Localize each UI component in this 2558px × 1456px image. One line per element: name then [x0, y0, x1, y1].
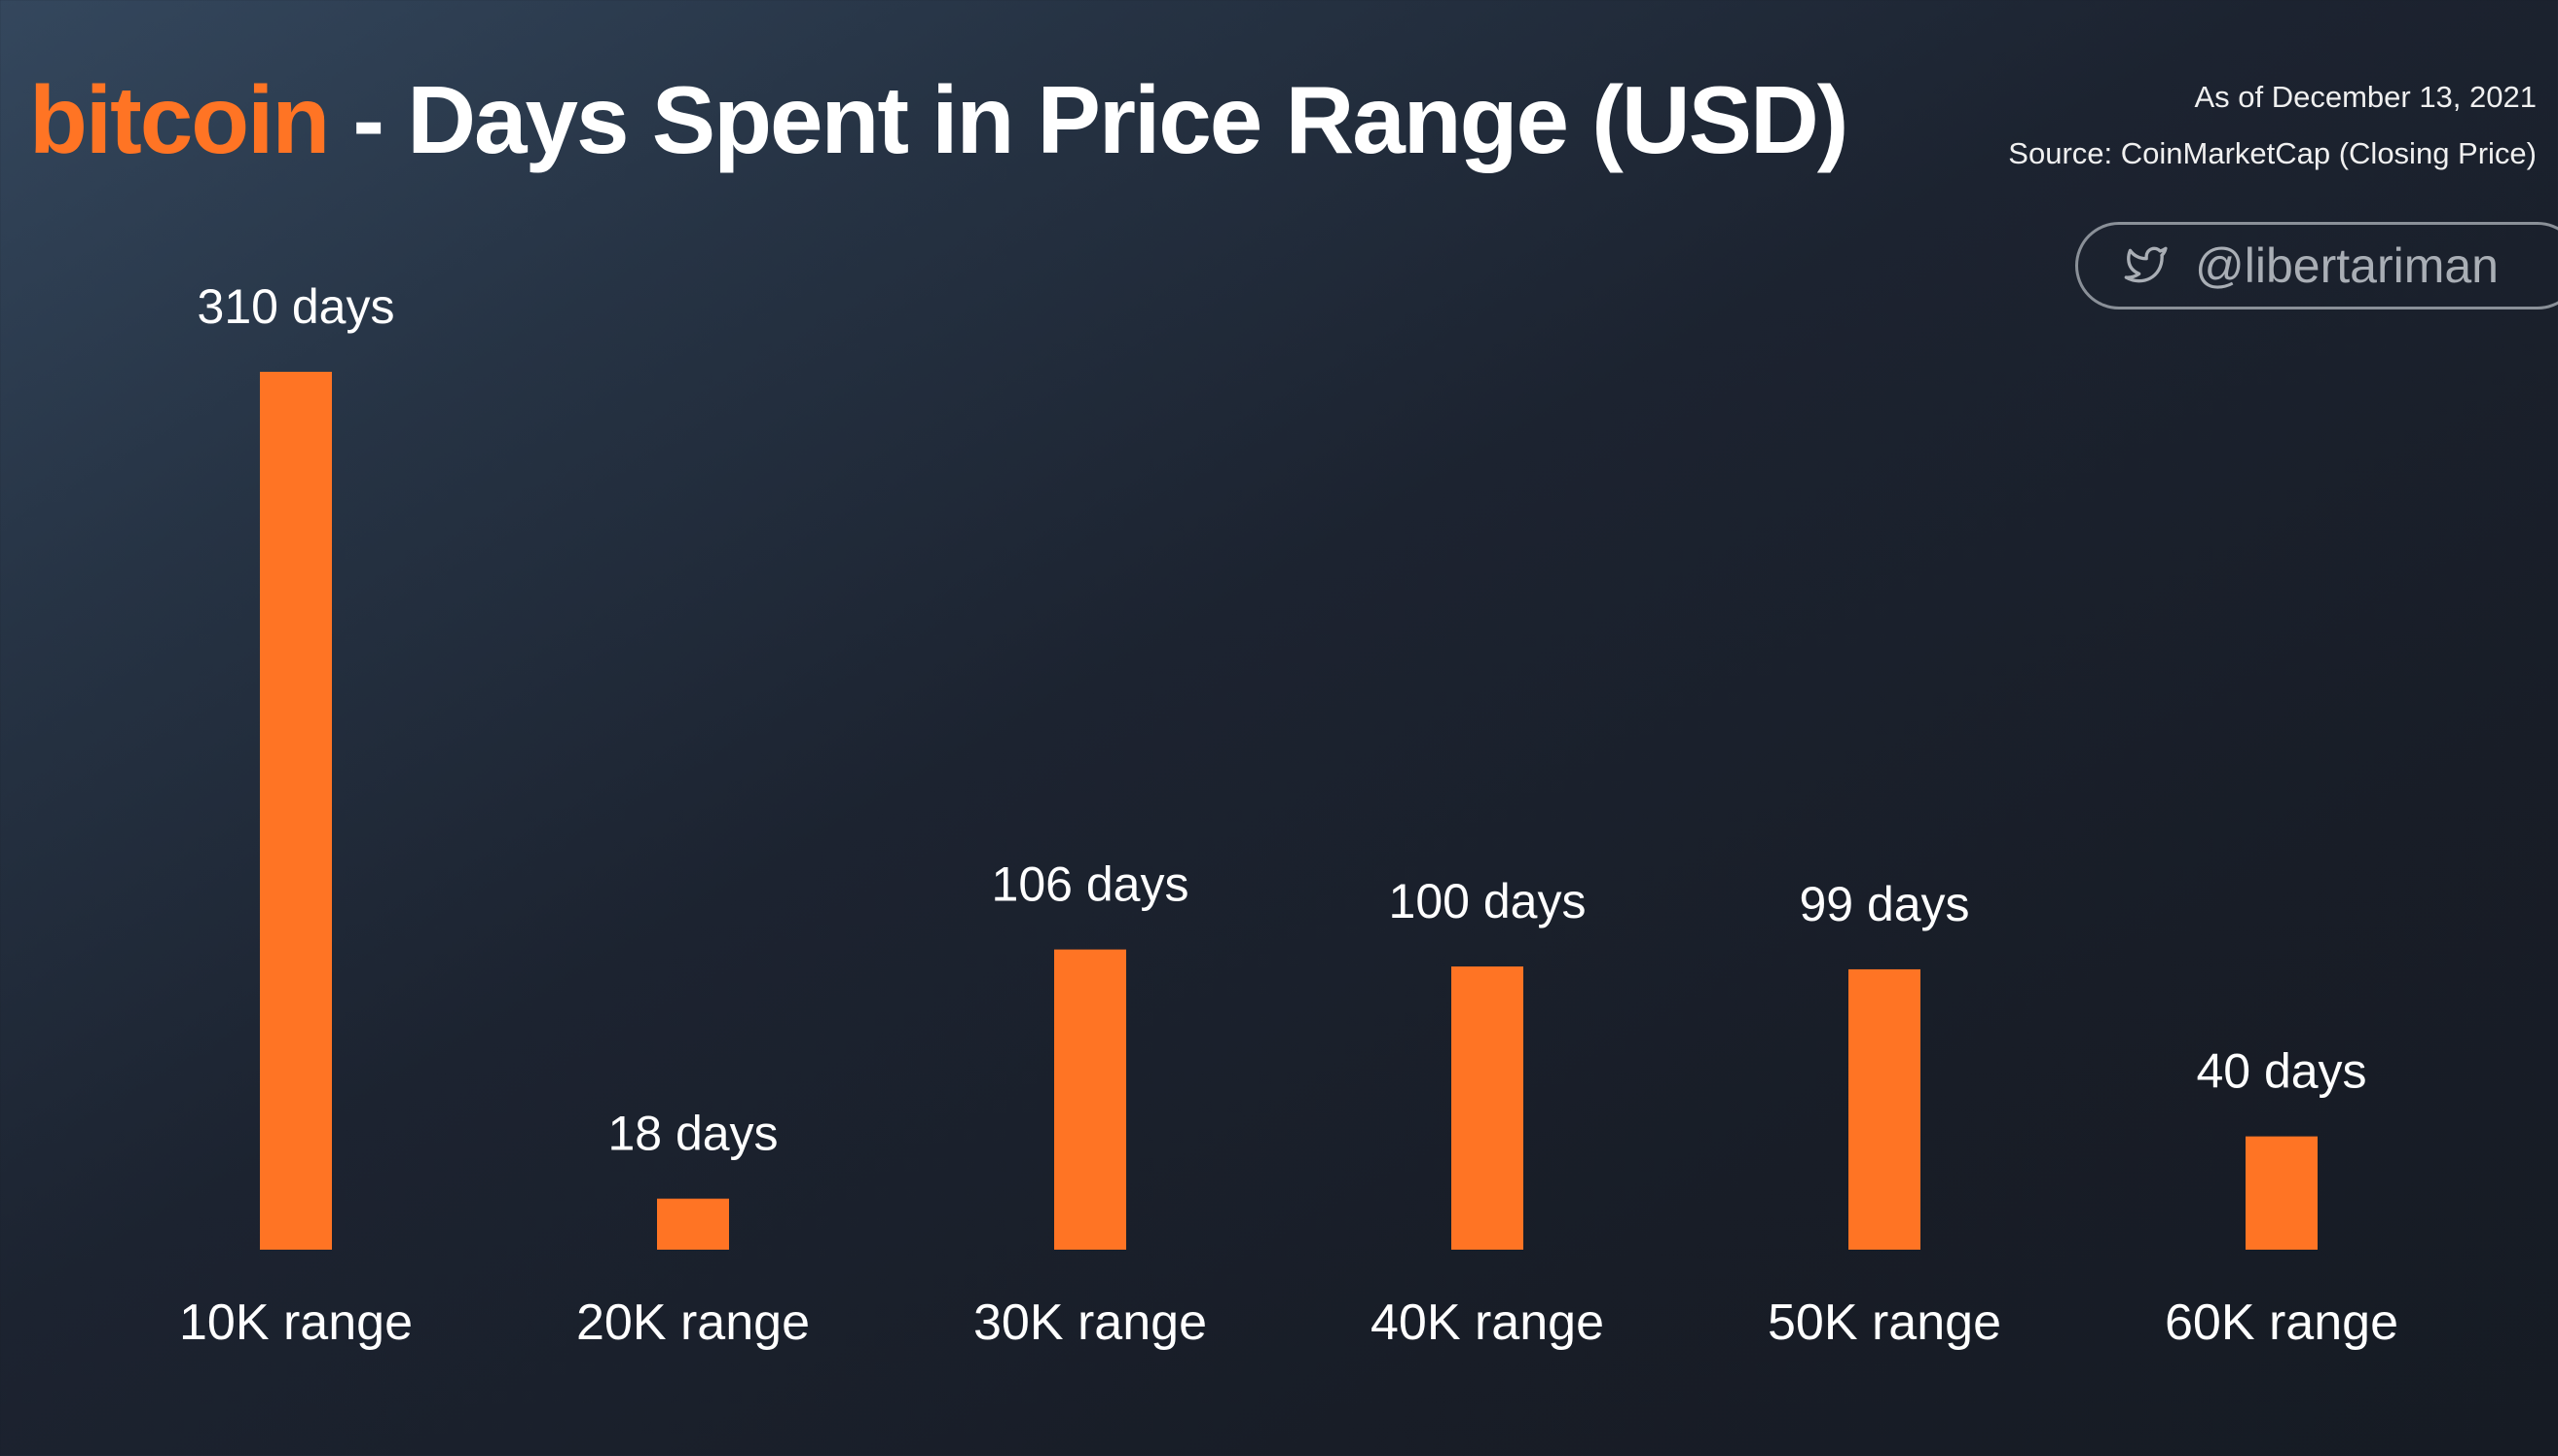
category-label-1: 10K range — [179, 1294, 413, 1351]
category-label-2: 20K range — [576, 1294, 810, 1351]
value-label-2: 18 days — [607, 1107, 778, 1161]
social-handle-text: @libertariman — [2195, 238, 2499, 293]
value-label-6: 40 days — [2196, 1044, 2366, 1099]
data-source: Source: CoinMarketCap (Closing Price) — [2008, 136, 2537, 170]
category-label-6: 60K range — [2165, 1294, 2398, 1351]
value-label-4: 100 days — [1389, 874, 1587, 928]
bar-3 — [1054, 949, 1126, 1250]
title-rest: - Days Spent in Price Range (USD) — [328, 66, 1848, 173]
value-label-5: 99 days — [1799, 877, 1969, 931]
bar-6 — [2246, 1136, 2318, 1250]
bar-5 — [1848, 968, 1920, 1250]
bar-4 — [1451, 966, 1523, 1250]
category-label-4: 40K range — [1370, 1294, 1604, 1351]
value-label-1: 310 days — [198, 279, 395, 334]
value-label-3: 106 days — [992, 857, 1189, 912]
as-of-date: As of December 13, 2021 — [2194, 80, 2537, 114]
bar-2 — [657, 1198, 729, 1250]
twitter-bird-icon — [2124, 246, 2168, 283]
chart-title: bitcoin - Days Spent in Price Range (USD… — [29, 66, 1848, 173]
bar-1 — [260, 372, 332, 1250]
title-brand: bitcoin — [29, 66, 330, 173]
category-label-5: 50K range — [1768, 1294, 2001, 1351]
category-label-3: 30K range — [973, 1294, 1207, 1351]
social-handle-badge[interactable]: @libertariman — [2075, 222, 2558, 309]
